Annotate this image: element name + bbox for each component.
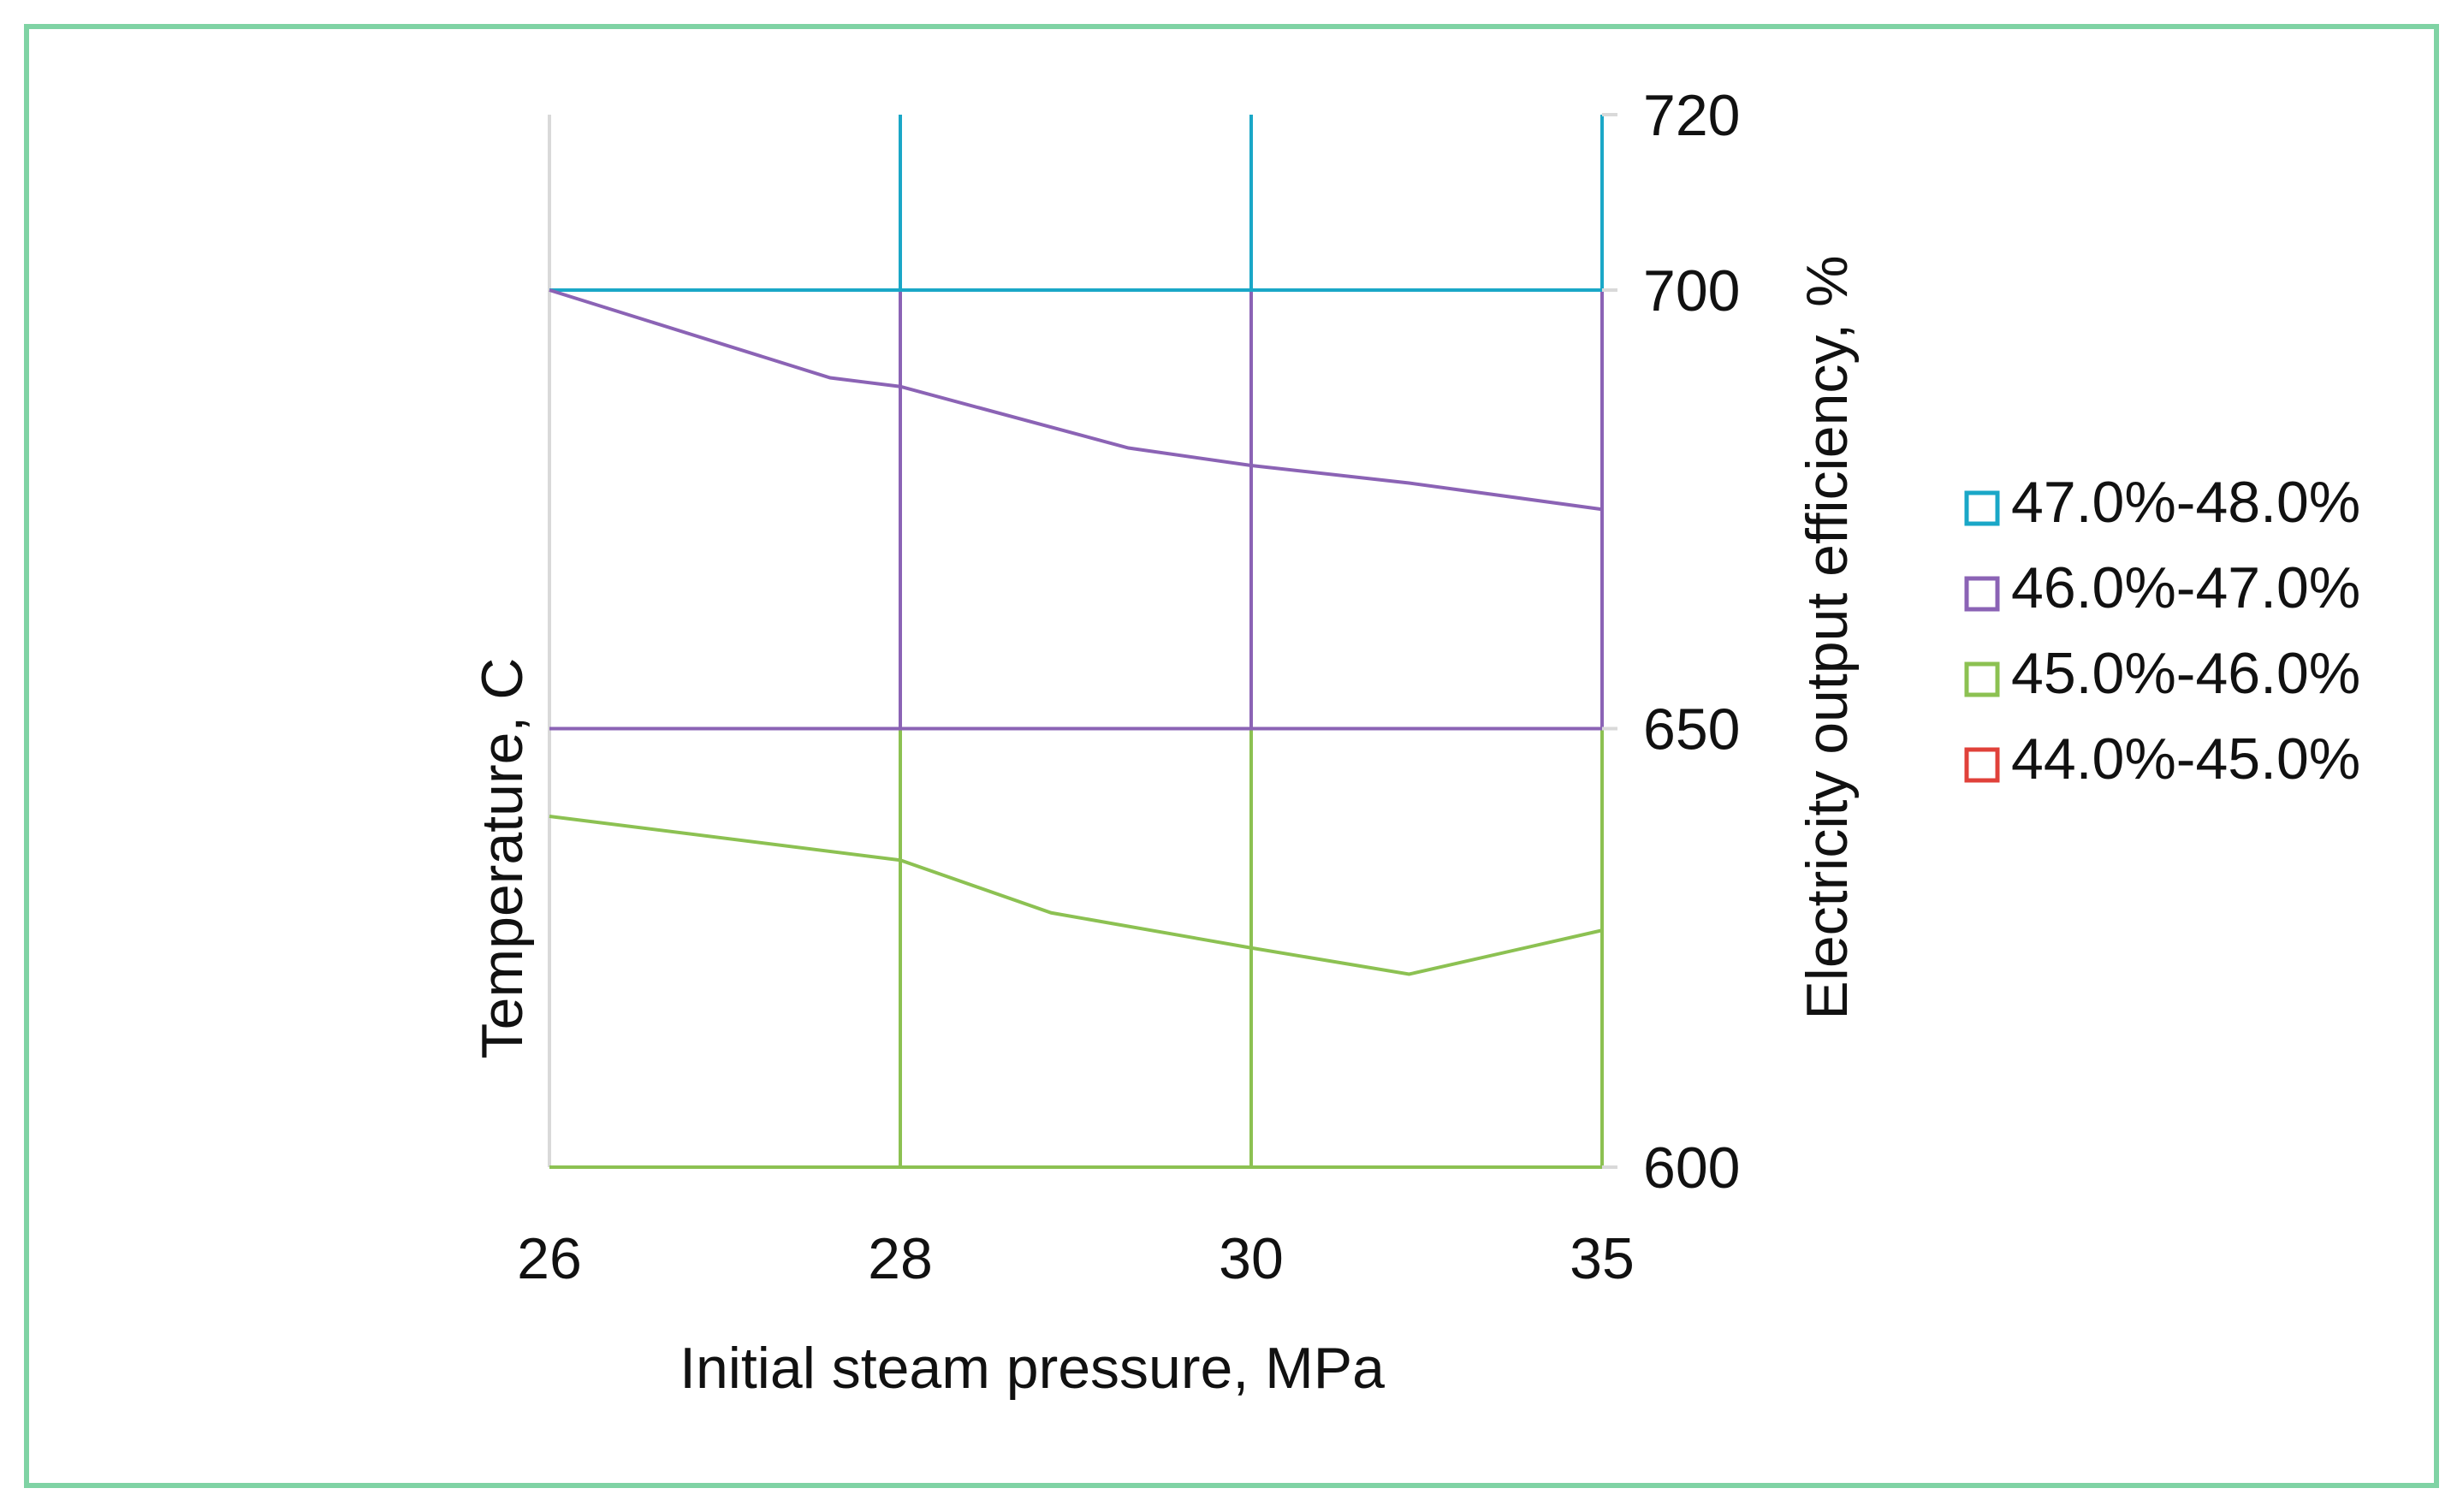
y-axis-title-left: Temperature, C bbox=[470, 658, 535, 1059]
y-tick-label: 600 bbox=[1643, 1135, 1740, 1201]
x-tick-labels: 26 28 30 35 bbox=[517, 1226, 1635, 1291]
y-axis-title-right: Electricity output efficiency, % bbox=[1795, 255, 1860, 1019]
legend-swatch bbox=[1964, 747, 2000, 783]
y-tick-marks bbox=[1602, 113, 1617, 1169]
y-tick-label: 700 bbox=[1643, 258, 1740, 323]
grid-lines bbox=[548, 115, 1604, 1169]
band-edges bbox=[549, 288, 1602, 1169]
x-tick-label: 28 bbox=[868, 1226, 933, 1291]
legend-label: 45.0%-46.0% bbox=[2011, 641, 2360, 706]
x-tick-label: 30 bbox=[1219, 1226, 1284, 1291]
x-axis-title: Initial steam pressure, MPa bbox=[680, 1336, 1385, 1401]
figure-frame bbox=[24, 24, 2439, 1488]
x-tick-label: 26 bbox=[517, 1226, 582, 1291]
legend-label: 47.0%-48.0% bbox=[2011, 470, 2360, 535]
contour-lines bbox=[549, 288, 1603, 976]
y-tick-labels: 600 650 700 720 bbox=[1643, 83, 1740, 1201]
legend-swatch bbox=[1964, 661, 2000, 697]
y-tick-label: 650 bbox=[1643, 697, 1740, 762]
legend-label: 46.0%-47.0% bbox=[2011, 555, 2360, 620]
legend-swatch bbox=[1964, 576, 2000, 612]
contour-line bbox=[549, 815, 1603, 976]
legend-swatch bbox=[1964, 490, 2000, 526]
legend-label: 44.0%-45.0% bbox=[2011, 726, 2360, 792]
y-tick-label: 720 bbox=[1643, 83, 1740, 148]
x-tick-label: 35 bbox=[1570, 1226, 1635, 1291]
contour-line bbox=[549, 288, 1603, 512]
legend: 47.0%-48.0% 46.0%-47.0% 45.0%-46.0% 44.0%-4… bbox=[1964, 470, 2360, 792]
